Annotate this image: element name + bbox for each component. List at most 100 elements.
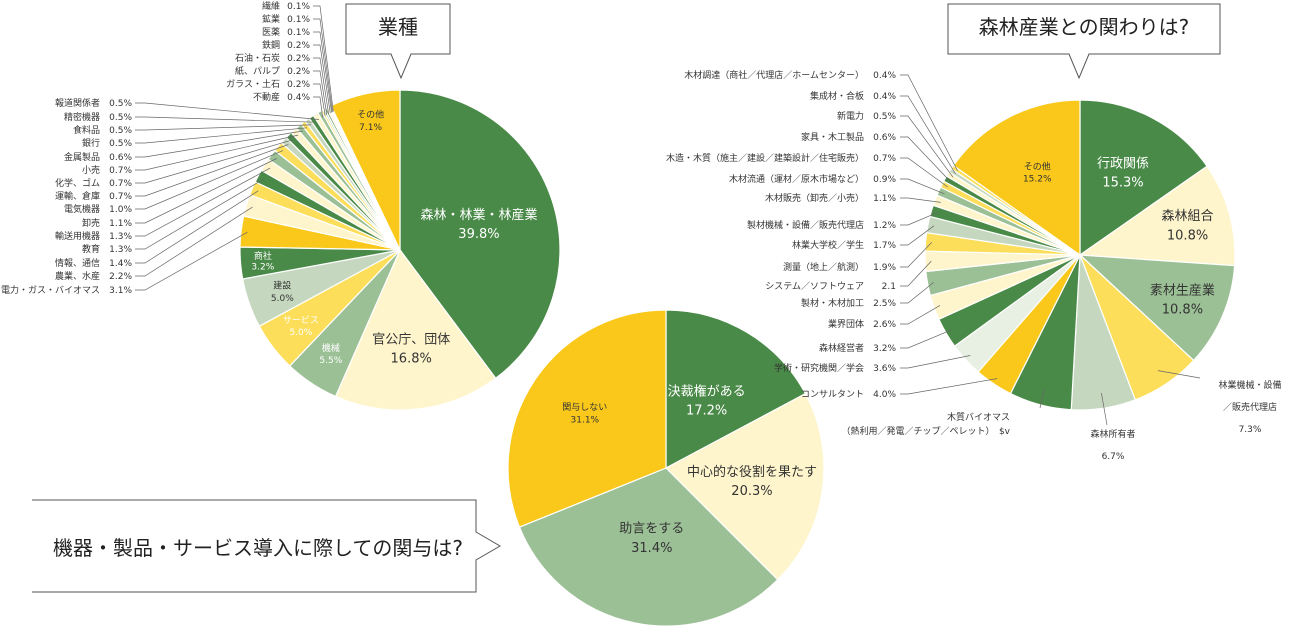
involvement-slice (507, 309, 667, 528)
involvement-slice-value: 20.3% (731, 484, 772, 499)
industry-leader-label: 化学、ゴム (55, 177, 100, 189)
industry-leader-line (135, 134, 299, 171)
forest-leader-line (900, 260, 932, 287)
industry-leader-value: 1.1% (109, 219, 132, 229)
forest-leader-label: 測量（地上／航測） (783, 261, 864, 273)
forest-slice-label: 素材生産業 (1150, 282, 1215, 298)
industry-leader-line (135, 139, 294, 184)
involvement-pie: 決裁権がある 17.2% 中心的な役割を果たす 20.3% 助言をする 31.4% 関与しな… (507, 309, 825, 627)
involvement-slice-label: 中心的な役割を果たす (687, 464, 817, 480)
industry-leader-value: 0.1% (287, 2, 310, 12)
industry-leader-line (313, 18, 333, 113)
forest-leader-label: 木材調達（商社／代理店／ホームセンター） (684, 69, 864, 81)
forest-leader-line (900, 225, 935, 246)
forest-leader-value: 3.6% (873, 364, 896, 374)
involvement-slice-label: 決裁権がある (668, 383, 746, 399)
industry-slice (399, 89, 561, 380)
industry-slice-value: 7.1% (359, 123, 382, 133)
forest-slice-label: その他 (1024, 160, 1051, 172)
forest-callout-label: 森林所有者 (1090, 428, 1135, 440)
industry-leader-line (135, 127, 308, 144)
industry-leader-value: 0.2% (287, 54, 310, 64)
industry-slice-label: 森林・林業・林産業 (420, 207, 537, 223)
forest-leader-line (900, 115, 954, 178)
forest-leader-label: 森林経営者 (819, 342, 864, 354)
industry-leader-label: 運輸、倉庫 (55, 190, 100, 202)
forest-leader-label: 集成材・合板 (810, 90, 864, 102)
forest-leader-value: 3.2% (873, 344, 896, 354)
forest-relation-pie: 行政関係 15.3% 森林組合 10.8% 素材生産業 10.8% 林業機械・設備 ／販売代理… (666, 69, 1282, 462)
forest-leader-value: 1.1% (873, 194, 896, 204)
industry-leader-value: 3.1% (109, 286, 132, 296)
industry-slice-value: 5.0% (271, 294, 294, 304)
forest-leader-line (900, 95, 956, 174)
industry-leader-value: 1.3% (109, 245, 132, 255)
forest-relation-title-box (947, 3, 1221, 80)
industry-leader-line (313, 5, 334, 112)
industry-leader-value: 0.1% (287, 15, 310, 25)
forest-leader-label: システム／ソフトウェア (765, 281, 864, 292)
forest-leader-label: 木造・木質（施主／建設／建築設計／住宅販売） (666, 152, 864, 164)
involvement-title-box (32, 499, 501, 593)
industry-leader-line (313, 96, 323, 118)
industry-leader-line (135, 116, 315, 123)
forest-leader-label: 木材流通（運材／原木市場など） (729, 173, 864, 185)
industry-leader-line (135, 178, 264, 250)
industry-leader-label: 小売 (82, 164, 100, 176)
industry-leader-value: 0.2% (287, 67, 310, 77)
forest-leader-line (900, 136, 951, 182)
forest-leader-line (900, 212, 938, 226)
industry-leader-label: 情報、通信 (55, 257, 100, 269)
forest-leader-line (1039, 389, 1045, 409)
forest-leader-line (900, 282, 934, 304)
industry-leader-value: 1.3% (109, 232, 132, 242)
forest-leader-label: コンサルタント (801, 389, 864, 400)
industry-leader-line (135, 144, 289, 197)
forest-leader-label: 新電力 (837, 110, 864, 122)
industry-leader-label: 医薬 (262, 26, 280, 38)
industry-leader-line (135, 206, 253, 277)
forest-leader-line (900, 305, 941, 325)
industry-leader-line (313, 44, 331, 114)
forest-leader-line (900, 378, 998, 395)
industry-slice-label: 商社 (254, 250, 272, 262)
forest-leader-label: 製材機械・設備／販売代理店 (747, 219, 864, 231)
forest-slice (1079, 99, 1208, 257)
industry-title: 業種 (378, 15, 418, 39)
involvement-slice (665, 392, 825, 581)
industry-slice (330, 89, 401, 251)
forest-leader-line (900, 74, 958, 171)
industry-leader-line (135, 190, 259, 264)
industry-slice-value: 5.5% (319, 356, 342, 366)
involvement-slice-label: 関与しない (562, 402, 607, 413)
industry-leader-label: 石油・石炭 (235, 52, 280, 64)
industry-slice-label: サービス (283, 315, 319, 326)
forest-leader-value: 2.6% (873, 320, 896, 330)
industry-leader-value: 0.6% (109, 153, 132, 163)
industry-leader-line (135, 124, 311, 131)
industry-leader-line (135, 130, 303, 158)
industry-leader-value: 0.1% (287, 28, 310, 38)
industry-leader-line (313, 31, 332, 113)
forest-leader-line (900, 157, 948, 188)
involvement-slice (665, 309, 807, 470)
industry-leader-label: 農業、水産 (55, 270, 100, 282)
industry-leader-value: 2.2% (109, 272, 132, 282)
industry-leader-value: 0.5% (109, 99, 132, 109)
forest-leader-label: 学術・研究機関／学会 (774, 362, 864, 374)
industry-slice-label: 機械 (322, 342, 340, 354)
forest-callout-label: （熱利用／発電／チップ／ペレット） $v (841, 425, 1010, 437)
forest-leader-label: 林業大学校／学生 (792, 239, 864, 251)
industry-leader-label: ガラス・土石 (226, 78, 280, 90)
forest-leader-value: 2.1 (882, 282, 896, 292)
industry-leader-value: 0.7% (109, 166, 132, 176)
forest-slice-value: 15.3% (1102, 176, 1143, 191)
industry-leader-label: 輸送用機器 (55, 230, 100, 242)
industry-leader-line (135, 102, 319, 120)
industry-leader-label: 紙、パルプ (235, 65, 280, 77)
industry-leader-label: 鉱業 (262, 13, 280, 25)
industry-leader-value: 1.4% (109, 259, 132, 269)
industry-leader-label: 繊維 (262, 0, 280, 12)
forest-slice (1078, 254, 1236, 362)
